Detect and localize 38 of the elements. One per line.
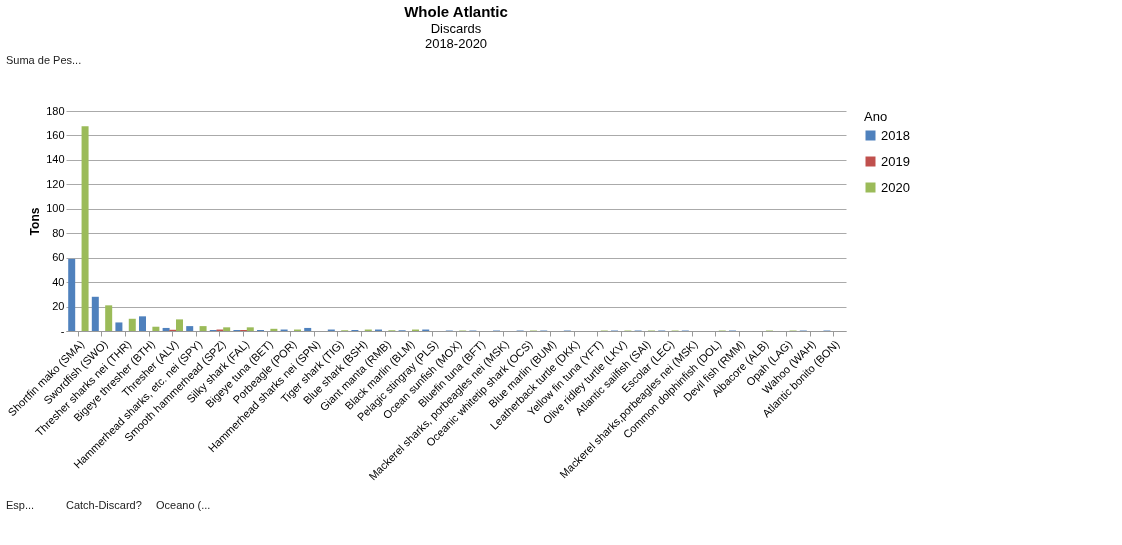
y-tick-label: 20 xyxy=(52,300,65,313)
bar xyxy=(199,326,207,331)
bar xyxy=(162,327,170,331)
bar xyxy=(152,326,160,331)
y-tick-label: 80 xyxy=(52,226,65,239)
y-tick-label: 140 xyxy=(46,153,65,166)
bar xyxy=(223,327,231,331)
y-tick-label: - xyxy=(60,324,65,337)
text: 2018-2020 xyxy=(424,36,488,51)
text: Esp... xyxy=(6,499,35,511)
bar xyxy=(91,296,99,331)
y-tick-label: 180 xyxy=(46,104,65,117)
legend-label: 2019 xyxy=(881,153,910,169)
bar xyxy=(246,327,254,331)
chart-title: Whole Atlantic xyxy=(404,3,508,20)
bar xyxy=(139,316,147,331)
y-axis-title: Tons xyxy=(28,207,43,236)
y-tick-label: 40 xyxy=(52,275,65,288)
bar xyxy=(270,328,278,331)
bar xyxy=(128,318,136,331)
text: Suma de Pes... xyxy=(6,54,82,66)
legend-label: 2018 xyxy=(881,127,910,143)
bar xyxy=(81,126,89,331)
bar xyxy=(186,326,194,331)
legend-title: Ano xyxy=(864,109,888,124)
bar xyxy=(105,305,113,331)
text: Discards xyxy=(430,21,482,36)
y-tick-label: 120 xyxy=(46,177,65,190)
text: Oceano (... xyxy=(156,499,211,511)
bar xyxy=(175,319,183,331)
text: Catch-Discard? xyxy=(66,499,142,511)
bar xyxy=(68,258,76,331)
y-tick-label: 160 xyxy=(46,128,65,141)
y-tick-label: 60 xyxy=(52,251,65,264)
y-tick-label: 100 xyxy=(46,202,65,215)
bar xyxy=(304,327,312,331)
bar xyxy=(115,322,123,331)
legend-label: 2020 xyxy=(881,179,910,195)
